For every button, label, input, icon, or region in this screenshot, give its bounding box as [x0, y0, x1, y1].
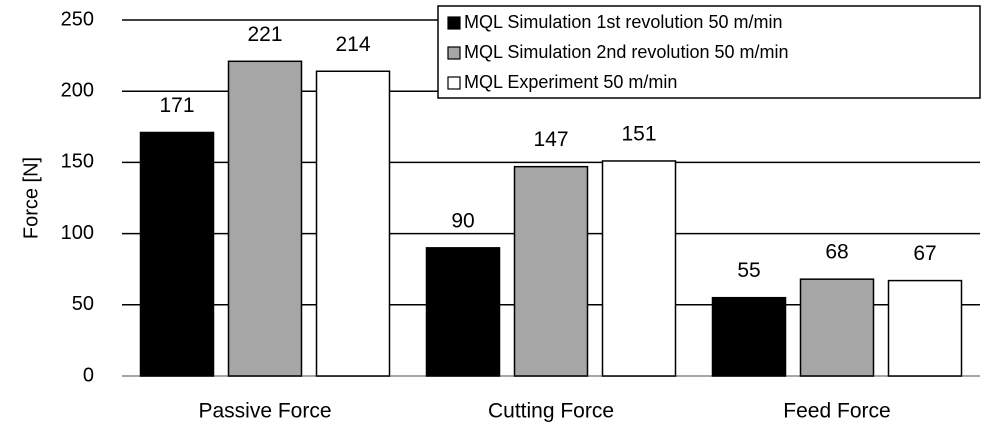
- y-tick-label: 100: [61, 222, 94, 244]
- legend-label: MQL Simulation 2nd revolution 50 m/min: [464, 42, 788, 62]
- data-label: 147: [533, 128, 568, 151]
- data-label: 214: [335, 33, 370, 56]
- legend-swatch: [447, 76, 461, 90]
- legend-swatch: [447, 16, 461, 30]
- legend-swatch: [447, 46, 461, 60]
- y-axis-label: Force [N]: [20, 157, 42, 239]
- bar: [315, 70, 391, 377]
- bar: [513, 165, 589, 377]
- bar: [887, 279, 963, 377]
- bar: [227, 60, 303, 377]
- x-tick-label: Cutting Force: [488, 400, 614, 423]
- x-tick-label: Passive Force: [198, 400, 331, 423]
- data-label: 221: [247, 23, 282, 46]
- y-tick-label: 150: [61, 151, 94, 173]
- data-label: 151: [621, 123, 656, 146]
- data-label: 171: [159, 94, 194, 117]
- bar: [711, 296, 787, 377]
- bar: [799, 278, 875, 377]
- legend-label: MQL Simulation 1st revolution 50 m/min: [464, 12, 782, 32]
- data-label: 68: [825, 241, 848, 264]
- data-label: 67: [913, 242, 936, 265]
- bar: [425, 247, 501, 377]
- x-tick-label: Feed Force: [783, 400, 890, 423]
- legend-label: MQL Experiment 50 m/min: [464, 72, 677, 92]
- y-tick-label: 0: [83, 364, 94, 386]
- y-tick-label: 200: [61, 79, 94, 101]
- bar: [601, 160, 677, 377]
- data-label: 90: [451, 209, 474, 232]
- legend-box: [437, 5, 981, 99]
- y-tick-label: 50: [72, 293, 94, 315]
- data-label: 55: [737, 259, 760, 282]
- y-tick-label: 250: [61, 8, 94, 30]
- bar: [139, 131, 215, 377]
